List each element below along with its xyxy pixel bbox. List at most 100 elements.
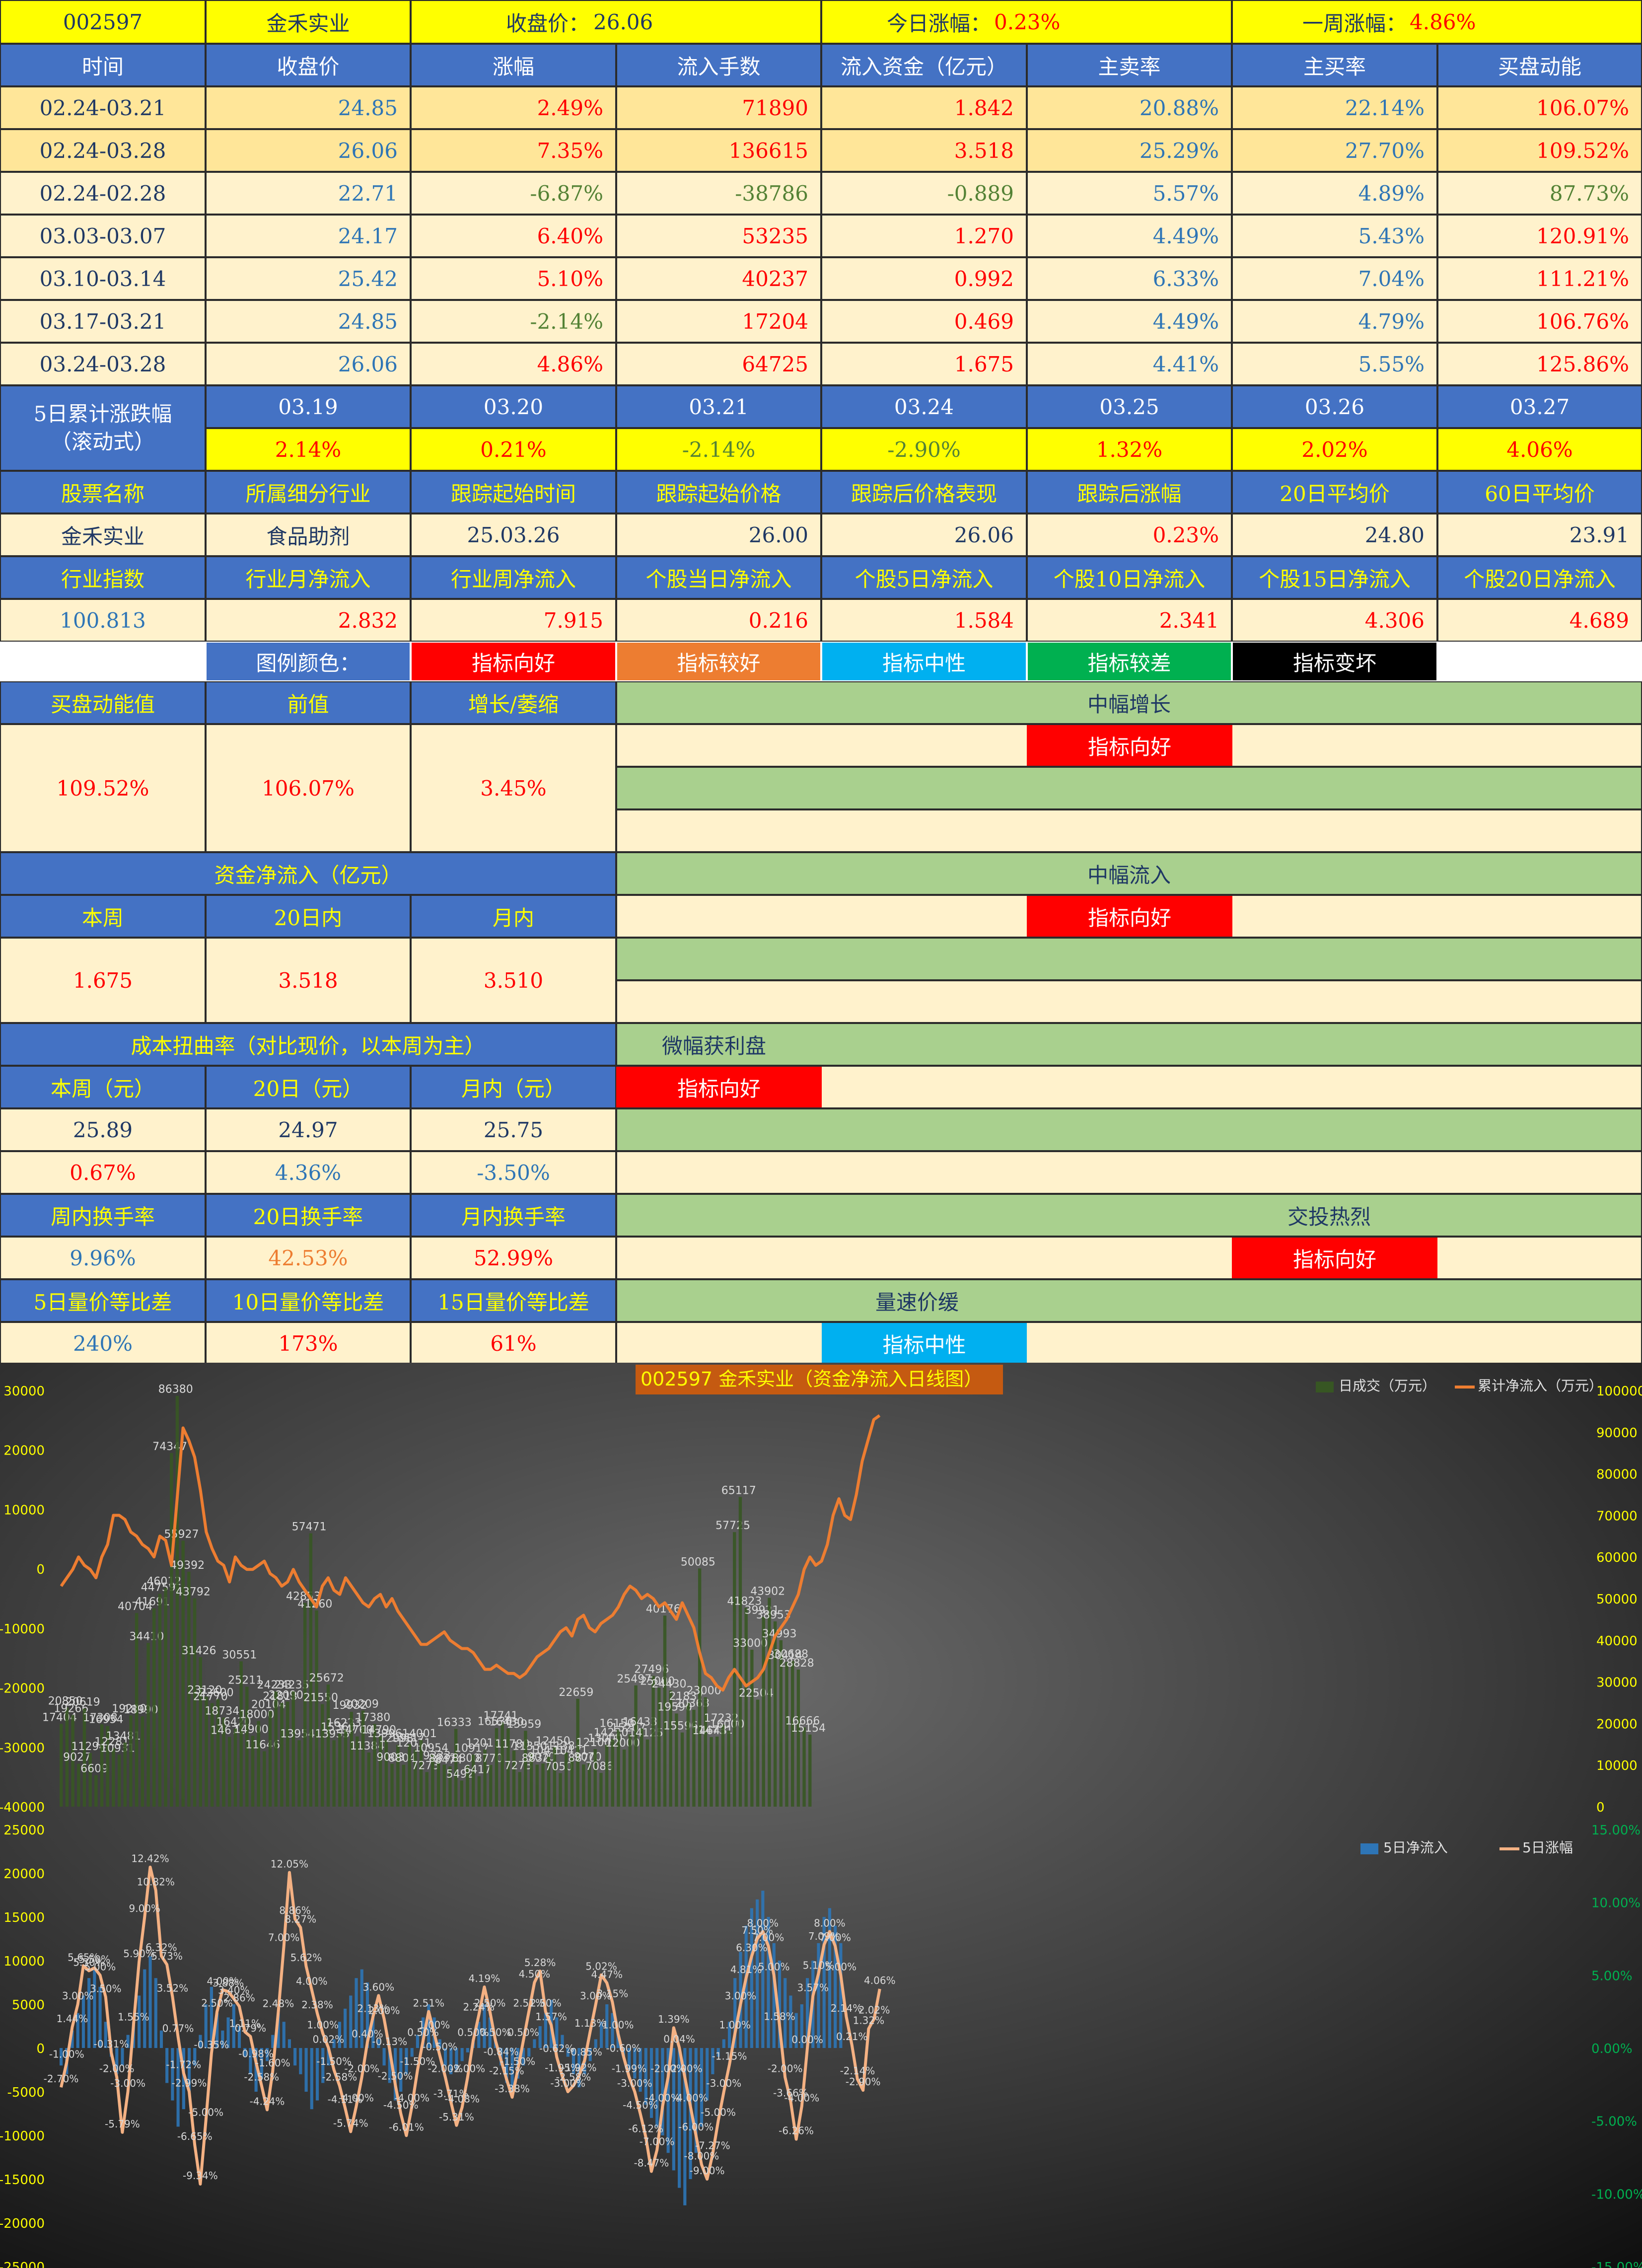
info-values: 金禾实业 食品助剂 25.03.26 26.00 26.06 0.23% 24.80 23.9… (0, 513, 1642, 556)
line-data-label: -5.79% (105, 2118, 140, 2130)
rolling-date: 03.20 (411, 385, 616, 428)
bar (790, 1661, 794, 1807)
line-data-label: 1.58% (764, 2011, 795, 2023)
bar (60, 2048, 63, 2066)
bar-data-label: 22600 (199, 1687, 234, 1699)
volprice-value-1: 240% (0, 1322, 206, 1365)
line-data-label: -6.12% (628, 2123, 663, 2135)
bar (483, 1749, 487, 1807)
industry-header-3: 行业周净流入 (411, 556, 616, 599)
weekly-header-1: 时间 (0, 44, 206, 86)
bar (210, 1703, 214, 1807)
bar (541, 1763, 545, 1807)
industry-value-6: 2.341 (1027, 599, 1232, 642)
weekly-cell: 1.270 (821, 215, 1027, 257)
line-data-label: 1.55% (118, 2011, 149, 2023)
bar-data-label: 14731 (698, 1724, 733, 1737)
bar (271, 2035, 275, 2048)
momentum-value-2: 106.07% (206, 724, 411, 852)
rolling-label-line1: 5日累计涨跌幅 (33, 402, 172, 426)
bar (117, 1755, 121, 1807)
weekly-cell: 22.71 (206, 172, 411, 215)
line-data-label: -1.50% (316, 2055, 352, 2067)
line-data-label: -0.35% (194, 2039, 229, 2050)
line-data-label: 8.27% (285, 1913, 317, 1925)
bar-data-label: 21770 (193, 1691, 228, 1703)
turnover-header-1: 周内换手率 (0, 1194, 206, 1237)
bar (510, 2048, 514, 2092)
bar-data-label: 12281 (94, 1736, 129, 1748)
bar (193, 1598, 197, 1807)
bar (365, 1982, 369, 2048)
line-data-label: 5.30% (73, 1957, 105, 1969)
bar-data-label: 20104 (251, 1698, 286, 1711)
weekly-cell: 120.91% (1437, 215, 1642, 257)
bar (822, 1917, 826, 2048)
line-data-label: 0.21% (836, 2031, 868, 2043)
capital-header-2: 20日内 (206, 895, 411, 938)
bar (277, 2013, 280, 2048)
bar (622, 1750, 626, 1807)
line-data-label: 1.13% (574, 2017, 606, 2029)
bar (605, 2004, 609, 2048)
line-data-label: -3.00% (706, 2077, 741, 2089)
weekly-cell: 136615 (616, 129, 821, 172)
line-data-label: 0.02% (313, 2033, 345, 2045)
bar-data-label: 19932 (333, 1699, 367, 1712)
bar (675, 1713, 678, 1807)
line-data-label: 7.00% (268, 1932, 300, 1944)
legend-swatch (1316, 1382, 1334, 1392)
bar-data-label: 7086 (585, 1760, 613, 1773)
line-data-label: 4.06% (864, 1975, 896, 1986)
bar (565, 1752, 568, 1807)
bar-data-label: 13481 (106, 1730, 141, 1743)
line-data-label: 2.50% (530, 1997, 562, 2009)
line-data-label: -4.50% (623, 2099, 658, 2111)
bar-data-label: 9008 (376, 1752, 404, 1764)
bar (553, 1747, 557, 1807)
weekly-table-row: 02.24-03.28 26.06 7.35% 136615 3.518 25.29% 27… (0, 129, 1642, 172)
cost-header-2: 20日（元） (206, 1066, 411, 1108)
info-value-2: 食品助剂 (206, 513, 411, 556)
bar (768, 1598, 771, 1807)
line-data-label: -8.47% (634, 2157, 669, 2169)
bar (171, 2048, 174, 2101)
bar (291, 1691, 295, 1807)
turnover-header-2: 20日换手率 (206, 1194, 411, 1237)
momentum-value-3: 3.45% (411, 724, 616, 852)
bar (756, 1699, 760, 1807)
bar (280, 1703, 284, 1807)
bar-data-label: 33000 (733, 1637, 768, 1650)
line-data-label: -1.50% (500, 2055, 535, 2067)
bar (344, 2008, 347, 2048)
bar-data-label: 16666 (785, 1715, 820, 1727)
weekly-table-row: 02.24-03.21 24.85 2.49% 71890 1.842 20.88% 22.… (0, 86, 1642, 129)
left-tick-label: -25000 (0, 2260, 45, 2268)
right-tick-label: 90000 (1596, 1426, 1638, 1441)
series-line (60, 1414, 881, 1692)
line-data-label: -9.34% (183, 2170, 218, 2182)
line-data-label: -7.27% (695, 2139, 730, 2151)
info-value-6: 0.23% (1027, 513, 1232, 556)
bar (419, 1740, 423, 1807)
left-tick-label: -20000 (0, 2216, 45, 2231)
bar (129, 1715, 133, 1807)
line-data-label: 3.00% (725, 1990, 757, 2002)
bar (204, 2004, 208, 2048)
bar (199, 1657, 202, 1807)
bar (533, 2039, 536, 2048)
legend-label: 累计净流入（万元） (1478, 1378, 1603, 1394)
bar (443, 2048, 447, 2066)
info-header-2: 所属细分行业 (206, 471, 411, 513)
bar-data-label: 18990 (124, 1704, 158, 1716)
bar-data-label: 12998 (379, 1733, 414, 1745)
bar (779, 1640, 783, 1807)
info-header: 股票名称 所属细分行业 跟踪起始时间 跟踪起始价格 跟踪后价格表现 跟踪后涨幅 20日平均价… (0, 471, 1642, 513)
line-data-label: 2.13% (357, 2003, 389, 2015)
bar (154, 1978, 157, 2048)
weekly-header-5: 流入资金（亿元） (821, 44, 1027, 86)
line-data-label: 2.38% (301, 1999, 333, 2011)
bar (472, 1755, 475, 1807)
bar-data-label: 42853 (286, 1591, 321, 1603)
line-data-label: 3.60% (363, 1981, 395, 1993)
